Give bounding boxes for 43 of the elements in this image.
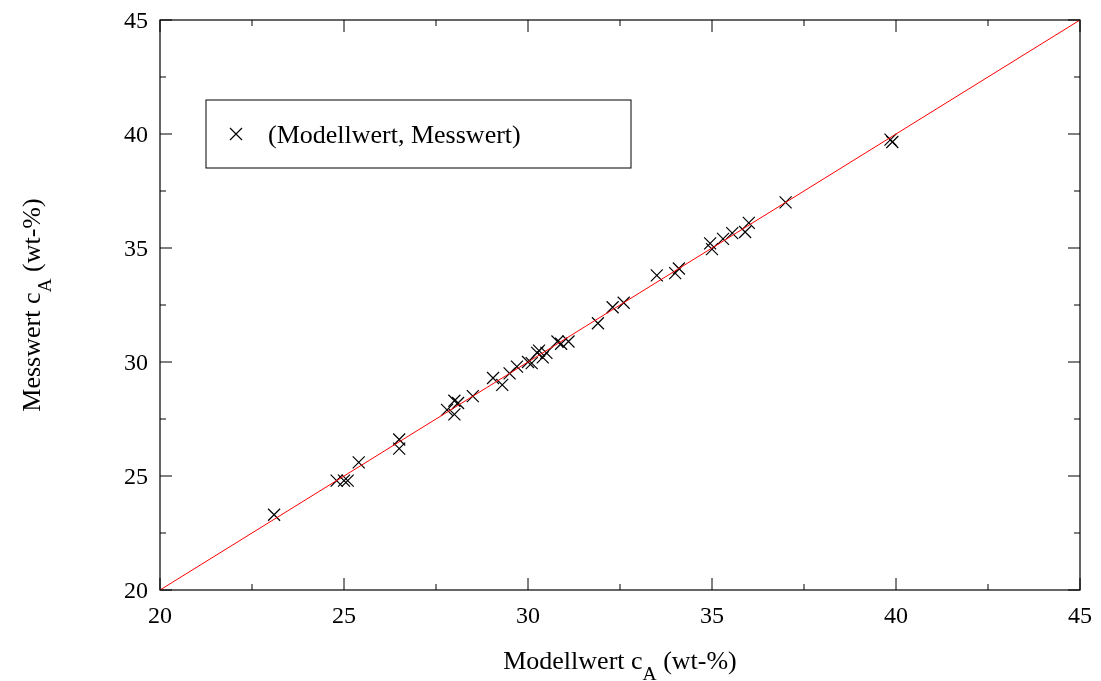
y-tick-label: 35 bbox=[124, 235, 148, 262]
x-tick-label: 35 bbox=[700, 602, 724, 628]
point bbox=[591, 316, 605, 330]
point bbox=[606, 300, 620, 314]
point bbox=[337, 473, 351, 488]
y-tick-label: 45 bbox=[124, 7, 148, 34]
point bbox=[521, 355, 535, 369]
point bbox=[705, 242, 719, 256]
point bbox=[525, 356, 539, 370]
point bbox=[451, 396, 465, 410]
point bbox=[510, 359, 524, 374]
x-tick-label: 20 bbox=[148, 602, 172, 628]
y-tick-label: 40 bbox=[124, 121, 148, 148]
point bbox=[267, 508, 281, 522]
point bbox=[672, 261, 686, 276]
point bbox=[617, 296, 631, 310]
legend-label: (Modellwert, Messwert) bbox=[268, 120, 521, 150]
point bbox=[503, 366, 517, 380]
x-tick-label: 45 bbox=[1068, 602, 1092, 628]
point bbox=[779, 195, 793, 209]
point bbox=[486, 371, 500, 385]
point bbox=[466, 389, 480, 403]
point bbox=[392, 442, 406, 456]
point bbox=[742, 216, 756, 230]
point bbox=[440, 403, 454, 417]
point bbox=[447, 407, 461, 422]
y-tick-label: 30 bbox=[124, 349, 148, 376]
point bbox=[495, 378, 509, 392]
x-tick-label: 40 bbox=[884, 602, 908, 628]
point bbox=[536, 350, 550, 365]
x-axis-title: Modellwert c$_{A}$ (wt-%) bbox=[503, 646, 737, 681]
point bbox=[392, 432, 406, 447]
point bbox=[668, 266, 682, 280]
point bbox=[447, 394, 461, 408]
point bbox=[650, 268, 664, 282]
x-tick-label: 25 bbox=[332, 602, 356, 628]
point bbox=[703, 236, 717, 251]
y-tick-label: 20 bbox=[124, 577, 148, 604]
y-tick-label: 25 bbox=[124, 463, 148, 490]
x-tick-label: 30 bbox=[516, 602, 540, 628]
point bbox=[554, 337, 568, 351]
point bbox=[716, 232, 730, 246]
point bbox=[352, 455, 366, 469]
